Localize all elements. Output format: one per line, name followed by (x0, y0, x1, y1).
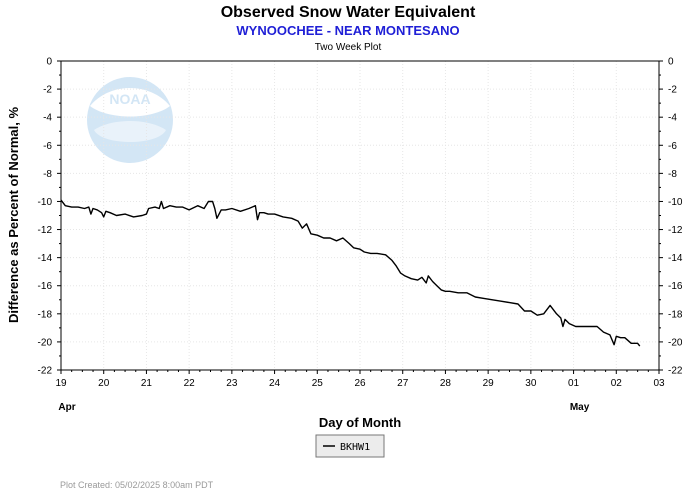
y-axis-label: Difference as Percent of Normal, % (6, 107, 21, 323)
x-tick-label: 01 (568, 378, 580, 389)
y-axis-right-ticks: 0 -2 -4 -6 -8 -10 -12 -14 -16 -18 -20 -22 (659, 57, 683, 377)
series-line-bkhw1 (60, 199, 641, 347)
y-tick-label-left: -10 (38, 197, 53, 208)
y-axis-left-ticks: 0 -2 -4 -6 -8 -10 -12 -14 -16 -18 -20 -22 (38, 57, 61, 377)
plot-period: Two Week Plot (315, 42, 382, 53)
x-tick-label: 22 (184, 378, 196, 389)
legend-label: BKHW1 (340, 442, 370, 453)
month-labels: Apr May (58, 402, 589, 413)
y-tick-label-right: -16 (668, 281, 683, 292)
y-tick-label-right: -12 (668, 225, 683, 236)
y-tick-label-left: -2 (43, 85, 52, 96)
y-tick-label-right: -10 (668, 197, 683, 208)
x-tick-label: 03 (653, 378, 665, 389)
y-tick-label-right: -20 (668, 337, 683, 348)
y-tick-label-left: -6 (43, 141, 52, 152)
y-tick-label-right: -6 (668, 141, 677, 152)
y-tick-label-right: 0 (668, 57, 674, 68)
y-tick-label-right: -4 (668, 113, 677, 124)
y-tick-label-left: -22 (38, 366, 53, 377)
noaa-logo-text: NOAA (109, 91, 150, 107)
x-tick-label: 29 (483, 378, 495, 389)
legend: BKHW1 (315, 434, 385, 458)
chart-title: Observed Snow Water Equivalent (221, 4, 476, 21)
y-tick-label-left: -4 (43, 113, 52, 124)
legend-box (315, 434, 385, 458)
y-tick-label-left: -18 (38, 309, 53, 320)
x-tick-label: 26 (354, 378, 366, 389)
series-layer (60, 199, 641, 347)
x-tick-label: 19 (55, 378, 67, 389)
x-tick-label: 25 (312, 378, 324, 389)
x-tick-label: 20 (98, 378, 110, 389)
x-tick-label: 27 (397, 378, 409, 389)
x-tick-label: 24 (269, 378, 281, 389)
y-tick-label-right: -22 (668, 366, 683, 377)
y-tick-label-left: -16 (38, 281, 53, 292)
plot-area: NOAA (60, 60, 660, 371)
y-tick-label-left: 0 (46, 57, 52, 68)
x-tick-label: 21 (141, 378, 153, 389)
y-tick-label-left: -14 (38, 253, 53, 264)
y-tick-label-left: -8 (43, 169, 52, 180)
month-label: Apr (58, 402, 75, 413)
y-tick-label-right: -18 (668, 309, 683, 320)
x-axis-label: Day of Month (319, 415, 401, 430)
x-tick-label: 30 (525, 378, 537, 389)
plot-created-note: Plot Created: 05/02/2025 8:00am PDT (60, 480, 214, 490)
y-tick-label-right: -14 (668, 253, 683, 264)
month-label: May (570, 402, 590, 413)
x-tick-label: 23 (226, 378, 238, 389)
noaa-logo-icon: NOAA (87, 77, 173, 163)
x-axis-ticks: 19 20 21 22 23 24 25 26 27 28 29 30 01 02 03 (55, 370, 665, 389)
y-tick-label-right: -8 (668, 169, 677, 180)
x-tick-label: 28 (440, 378, 452, 389)
y-tick-label-right: -2 (668, 85, 677, 96)
y-tick-label-left: -20 (38, 337, 53, 348)
station-name: WYNOOCHEE - NEAR MONTESANO (236, 23, 459, 38)
x-tick-label: 02 (611, 378, 623, 389)
y-tick-label-left: -12 (38, 225, 53, 236)
